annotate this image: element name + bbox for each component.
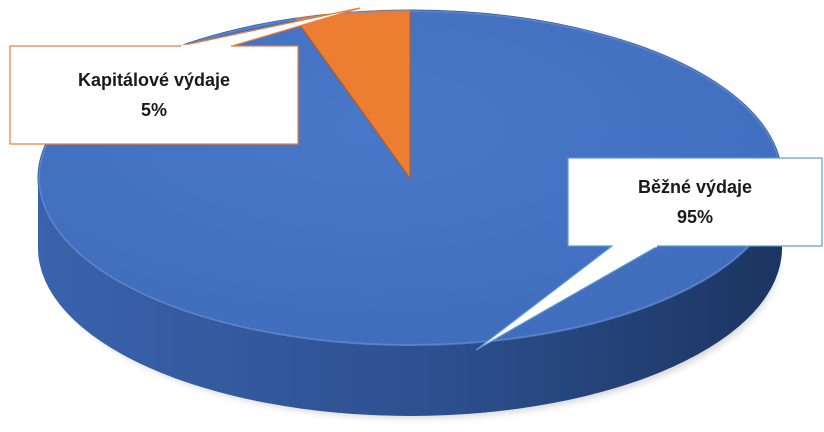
data-label-bezne-vydaje: Běžné výdaje 95% xyxy=(568,172,822,232)
callout-box xyxy=(567,157,823,247)
pie-side-wall xyxy=(38,178,782,416)
callout-layer xyxy=(9,7,823,351)
callout-kapitalove-vydaje xyxy=(9,7,361,145)
data-label-name: Běžné výdaje xyxy=(637,177,753,197)
data-label-name: Kapitálové výdaje xyxy=(77,70,231,90)
callout-bezne-vydaje xyxy=(475,157,823,351)
callout-box xyxy=(9,45,299,145)
data-label-percent: 95% xyxy=(676,207,714,227)
data-label-percent: 5% xyxy=(140,100,167,120)
data-label-kapitalove-vydaje: Kapitálové výdaje 5% xyxy=(10,65,298,125)
